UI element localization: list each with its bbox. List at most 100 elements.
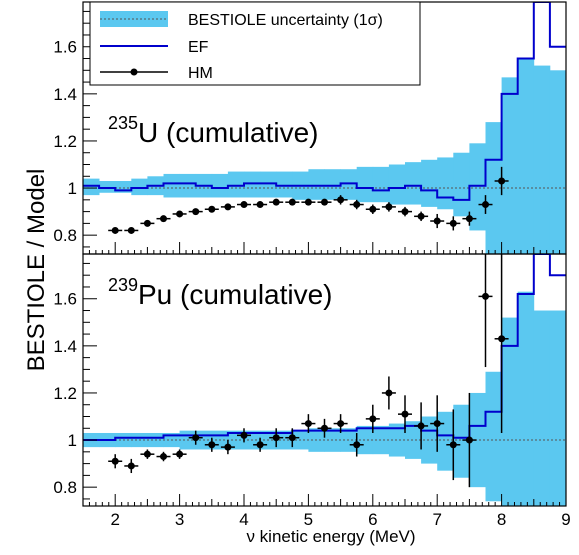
hm-point [224, 203, 232, 211]
band-bin [421, 159, 438, 207]
plot-area [83, 254, 566, 506]
hm-point [353, 201, 361, 209]
hm-point [160, 453, 167, 461]
x-tick-label: 6 [368, 510, 377, 529]
band-bin [437, 411, 454, 471]
band-bin [324, 169, 341, 200]
band-bin [517, 291, 535, 506]
legend-hm-label: HM [188, 65, 213, 82]
band-bin [453, 404, 470, 478]
hm-point [465, 215, 473, 223]
hm-point [498, 177, 506, 185]
hm-point [321, 424, 328, 432]
hm-point [240, 201, 248, 209]
hm-point [401, 208, 409, 216]
y-tick-label: 1.6 [53, 38, 77, 57]
x-tick-label: 9 [561, 510, 570, 529]
panel-frame [82, 253, 567, 507]
band-bin [179, 173, 197, 198]
panel-lower: 0.8 1 1.2 1.4 1.6 239 Pu (cumulative) 2 3 4 5 6 7 8 9 [53, 253, 571, 529]
band-bin [549, 70, 566, 254]
band-bin [517, 58, 535, 254]
hm-point [272, 434, 280, 442]
hm-point [337, 196, 345, 204]
band-bin [163, 173, 180, 198]
band-bin [276, 171, 293, 198]
legend-band-label: BESTIOLE uncertainty (1σ) [188, 12, 383, 29]
plot-area [83, 2, 566, 254]
x-tick-label: 7 [432, 510, 441, 529]
hm-point [304, 420, 312, 428]
band-bin [83, 178, 100, 196]
hm-point [208, 205, 216, 213]
ef-line [83, 2, 566, 201]
hm-point [433, 420, 441, 428]
isotope-mass-number: 239 [108, 275, 138, 295]
hm-point [288, 198, 296, 206]
band-bin [485, 371, 502, 502]
y-tick-label: 1.4 [53, 337, 77, 356]
y-tick-label: 0.8 [53, 478, 77, 497]
hm-point [143, 219, 151, 227]
hm-point [482, 201, 489, 209]
panel-upper: 0.8 1 1.2 1.4 1.6 235 U (cumulative) [53, 1, 567, 255]
hm-point [111, 226, 119, 234]
isotope-mass-number: 235 [108, 113, 138, 133]
band-bin [388, 423, 406, 457]
hm-point [127, 462, 135, 470]
y-tick-label: 1 [68, 431, 77, 450]
band-bin [372, 166, 390, 203]
x-tick-label: 5 [304, 510, 313, 529]
hm-point [449, 219, 457, 227]
hm-point [256, 201, 264, 209]
band-bin [99, 180, 116, 193]
y-tick-label: 0.8 [53, 226, 77, 245]
band-bin [227, 171, 245, 198]
y-tick-label: 1.2 [53, 384, 77, 403]
hm-point [417, 422, 425, 430]
hm-point [401, 410, 409, 418]
x-tick-label: 4 [239, 510, 248, 529]
hm-point [385, 203, 393, 211]
hm-point [176, 210, 184, 218]
band-bin [421, 416, 438, 464]
y-tick-label: 1 [68, 179, 77, 198]
band-bin [469, 143, 486, 231]
hm-point [192, 434, 200, 442]
hm-point [256, 441, 264, 449]
band-bin [388, 164, 406, 205]
band-bin [260, 171, 277, 198]
legend-hm-marker [130, 68, 138, 76]
band-bin [485, 122, 502, 254]
hm-point [417, 212, 425, 220]
hm-point [288, 434, 296, 442]
hm-point [321, 198, 328, 206]
isotope-label: U (cumulative) [138, 117, 318, 148]
x-tick-label: 8 [497, 510, 506, 529]
band-bin [533, 65, 551, 254]
hm-point [353, 441, 361, 449]
hm-point [224, 443, 232, 451]
y-axis-label: BESTIOLE / Model [23, 169, 50, 372]
hm-point [111, 457, 119, 465]
hm-point [127, 226, 135, 234]
hm-point [498, 335, 506, 343]
hm-point [449, 441, 457, 449]
band-bin [244, 171, 261, 198]
band-bin [469, 392, 486, 488]
x-axis-label: ν kinetic energy (MeV) [246, 527, 415, 546]
y-tick-label: 1.2 [53, 132, 77, 151]
band-bin [453, 152, 470, 217]
band-bin [131, 178, 148, 196]
band-bin [501, 317, 519, 506]
band-bin [340, 169, 358, 200]
band-bin [405, 421, 422, 459]
band-bin [405, 162, 422, 205]
hm-point [369, 205, 377, 213]
x-tick-label: 2 [110, 510, 119, 529]
band-bin [372, 425, 390, 455]
hm-point [192, 208, 200, 216]
band-bin [501, 77, 519, 254]
legend: BESTIOLE uncertainty (1σ) EF HM [89, 1, 421, 86]
